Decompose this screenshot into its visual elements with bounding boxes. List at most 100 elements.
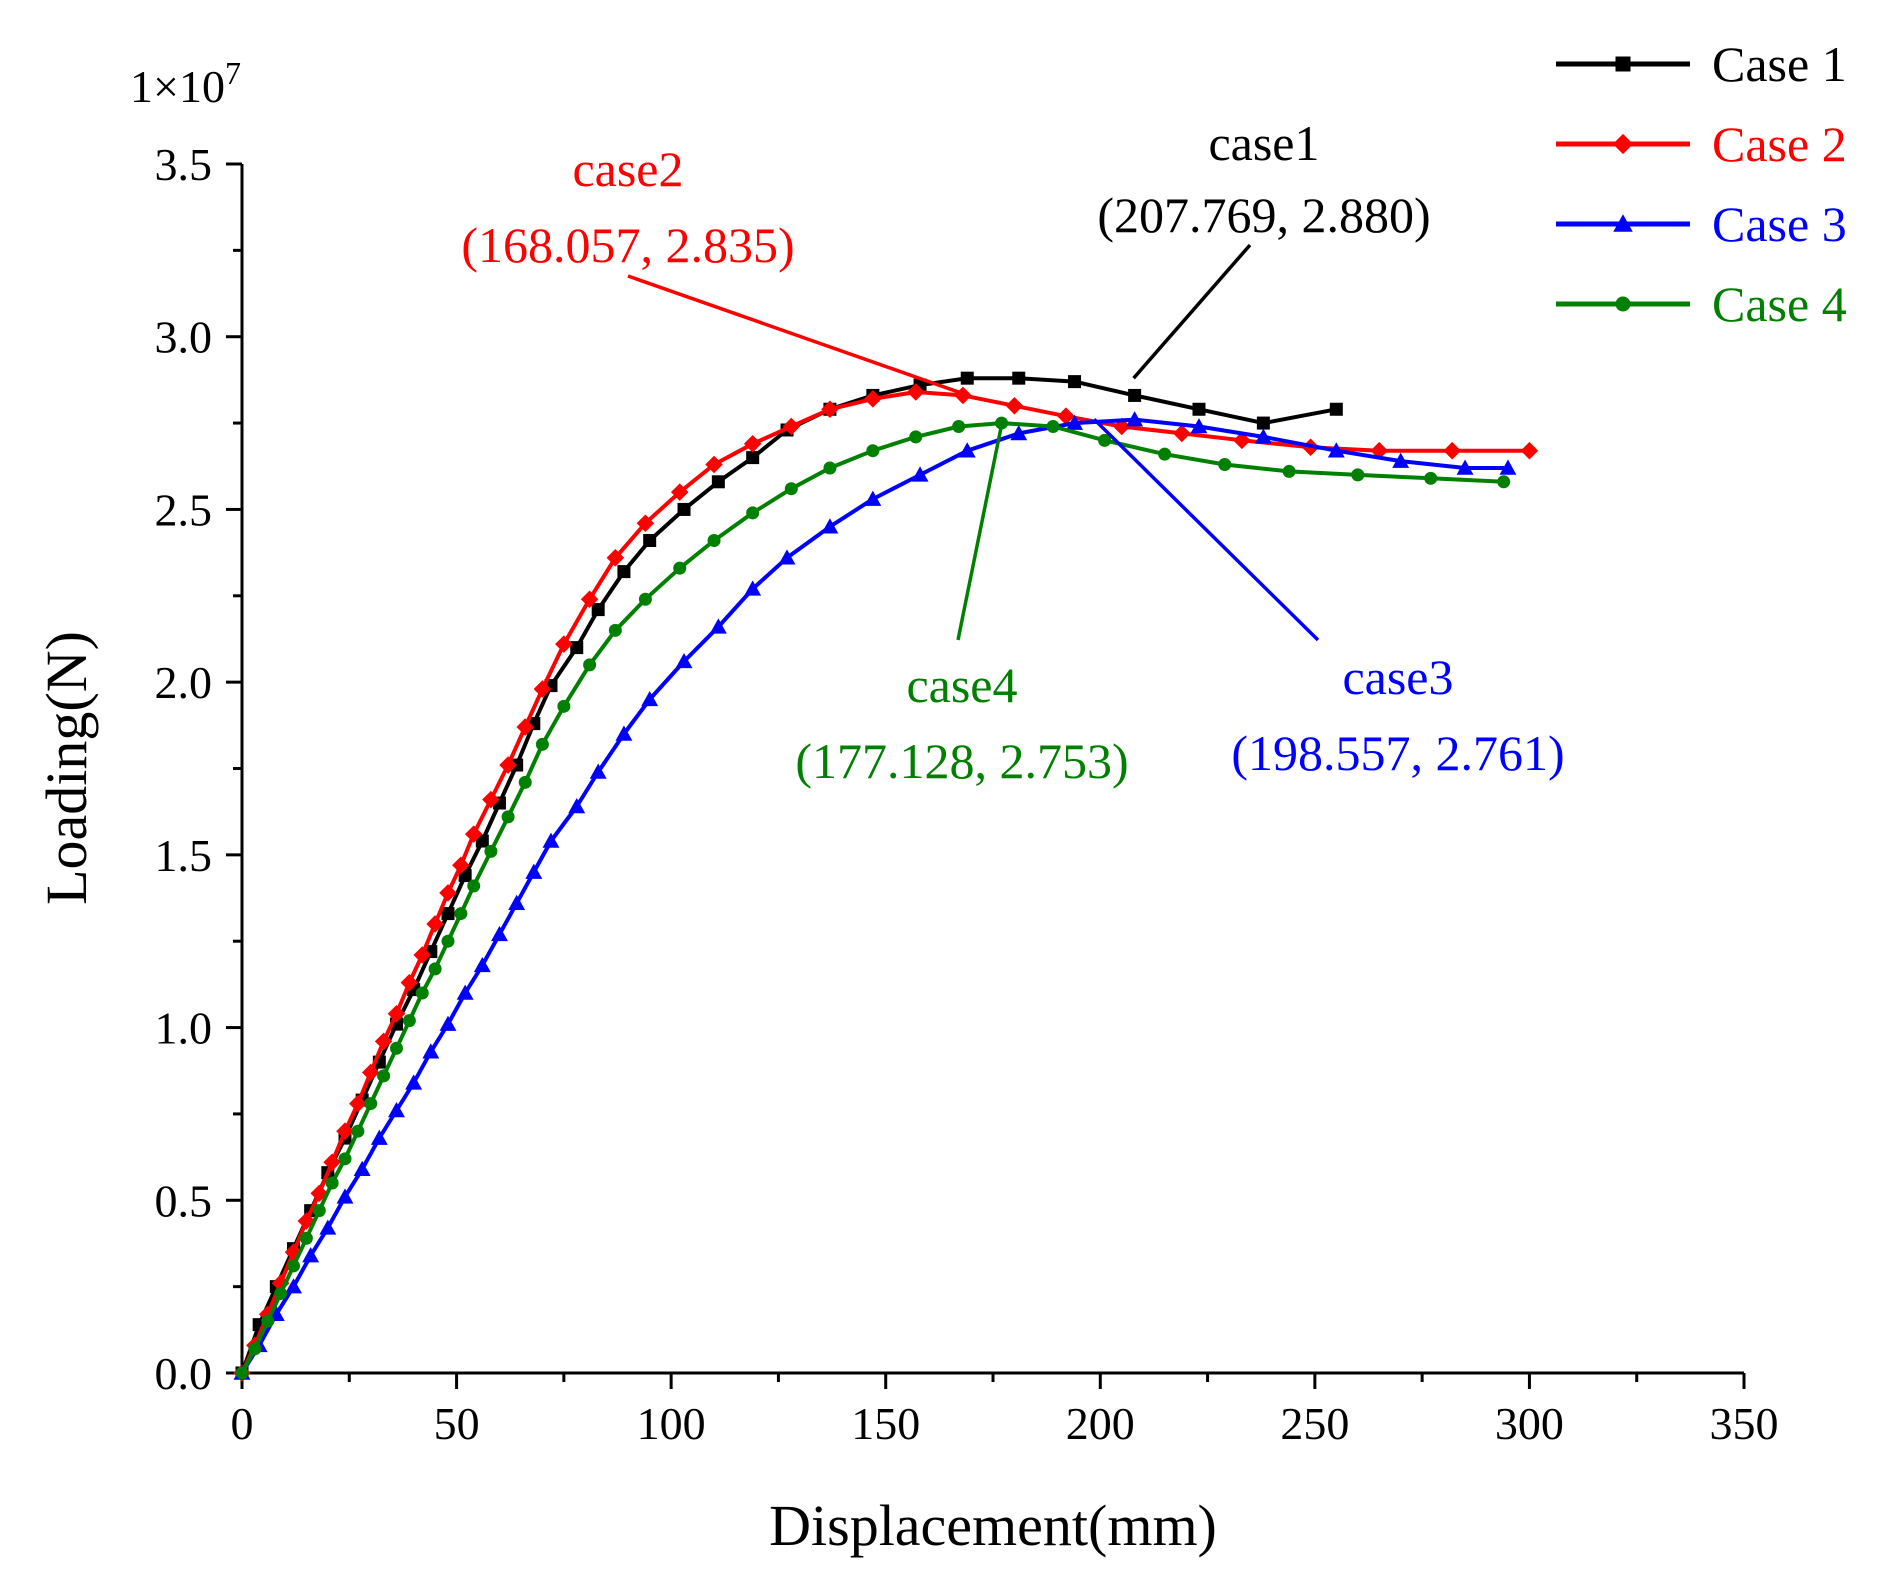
series-line [240,417,1508,1375]
data-point [1613,214,1633,232]
x-tick-label: 200 [1066,1398,1135,1449]
data-point [705,455,723,474]
legend-item-4: Case 4 [1556,276,1847,332]
data-point [1158,447,1172,461]
data-point [580,590,599,609]
data-point [784,482,798,496]
data-point [533,680,552,698]
data-point [508,894,526,910]
data-point [1256,416,1270,430]
data-point [906,383,925,401]
data-point [482,790,500,809]
legend: Case 1 Case 2 Case 3 Case 4 [1556,36,1847,332]
data-point [475,834,489,848]
data-point [441,934,455,948]
data-point [1173,424,1191,443]
data-point [952,420,966,434]
data-point [1612,133,1634,155]
data-point [484,844,498,858]
data-point [370,1129,388,1145]
annotation-coords: (207.769, 2.880) [1097,187,1430,243]
series-line [240,390,1530,1374]
data-point [1497,475,1511,489]
data-point [377,1069,391,1083]
data-point [1128,388,1142,402]
x-tick-label: 50 [434,1398,480,1449]
series-1 [235,371,1343,1380]
data-point [336,1122,354,1140]
data-point [271,1274,290,1292]
data-point [866,444,880,458]
data-point [338,1152,352,1166]
data-point [248,1342,262,1356]
data-point [591,603,605,617]
data-point [711,475,725,489]
annotation-label: case1 [1208,115,1319,171]
data-point [374,1032,393,1051]
data-point [1351,468,1365,482]
data-point [400,973,419,992]
data-point [467,879,481,893]
data-point [428,962,442,976]
data-point [909,430,923,444]
data-point [499,756,517,774]
data-point [1254,428,1272,444]
series-4 [235,416,1511,1380]
data-point [426,915,444,933]
data-point [743,435,762,453]
data-point [286,1259,300,1273]
data-point [387,1004,406,1023]
annotation-group: case1 (207.769, 2.880) case2 (168.057, 2.83… [461,115,1564,789]
annotation-label: case4 [906,657,1017,713]
y-multiplier: 1×107 [130,55,241,112]
data-point [673,561,687,575]
annotation-case4: case4 (177.128, 2.753) [795,421,1129,789]
data-point [542,832,560,848]
x-tick-label: 100 [637,1398,706,1449]
data-point [1329,402,1343,416]
data-point [1456,459,1474,475]
data-point [274,1287,288,1301]
data-point [615,725,633,741]
legend-item-3: Case 3 [1556,196,1847,252]
data-point [670,483,689,501]
data-point [473,956,491,973]
data-point [454,907,468,921]
data-point [405,1074,423,1090]
data-point [1190,418,1208,434]
data-point [555,635,573,653]
data-point [351,1124,365,1138]
data-point [641,690,659,707]
data-point [570,641,584,655]
annotation-leader [627,274,964,396]
data-point [302,1247,320,1263]
data-point [364,1097,378,1111]
data-point [285,1278,302,1294]
x-tick-label: 350 [1710,1398,1779,1449]
data-point [441,907,455,921]
data-point [353,1160,371,1176]
data-point [439,884,457,902]
data-point [452,856,470,874]
data-point [319,1219,337,1235]
data-point [911,466,929,482]
data-point [525,863,543,879]
annotation-case2: case2 (168.057, 2.835) [461,141,964,396]
data-point [284,1243,303,1261]
annotation-leader [1132,243,1252,380]
annotation-label: case2 [572,141,683,197]
data-point [1126,411,1144,427]
data-point [954,386,972,405]
data-point [1615,56,1631,72]
legend-item-1: Case 1 [1556,36,1847,92]
data-point [261,1314,275,1328]
data-point [464,825,483,843]
data-point [675,652,693,669]
data-point [1012,371,1026,385]
data-point [864,490,882,506]
annotation-coords: (168.057, 2.835) [461,217,794,273]
data-point [349,1094,367,1113]
y-tick-label: 0.0 [155,1348,213,1399]
data-point [336,1188,354,1204]
